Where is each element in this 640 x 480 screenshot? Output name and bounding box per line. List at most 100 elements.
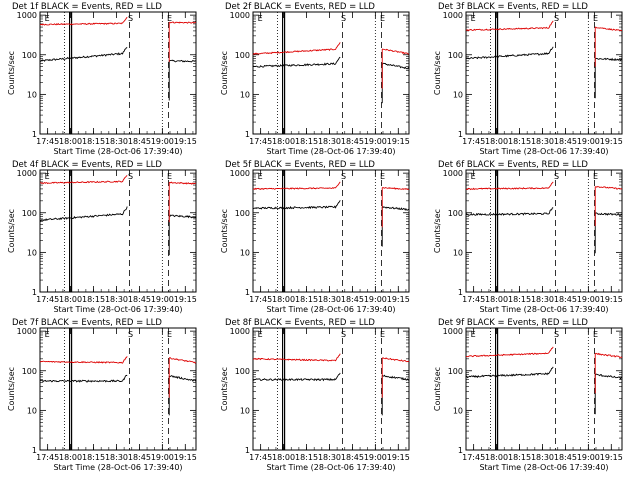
- x-tick-label: 19:15: [387, 295, 410, 304]
- lld-curve-before: [39, 175, 128, 185]
- event-marker: E: [45, 172, 50, 181]
- lld-curve-after: [381, 186, 410, 190]
- events-curve-after: [381, 62, 410, 70]
- x-tick-label: 18:30: [105, 137, 128, 146]
- events-curve-after: [594, 373, 623, 380]
- y-axis-label: Counts/sec: [220, 51, 229, 95]
- event-marker: E: [45, 14, 50, 23]
- x-axis-label: Start Time (28-Oct-06 17:39:40): [479, 463, 608, 472]
- y-tick-label: 10: [27, 90, 37, 99]
- x-tick-label: 19:00: [151, 137, 174, 146]
- x-tick-label: 18:00: [272, 453, 295, 462]
- y-axis-label: Counts/sec: [7, 209, 16, 253]
- y-tick-label: 100: [22, 51, 37, 60]
- plot-frame: [465, 327, 623, 451]
- x-tick-label: 18:15: [295, 137, 318, 146]
- y-tick-label: 100: [235, 51, 250, 60]
- lld-curve-before: [39, 16, 128, 26]
- events-curve-after: [168, 59, 197, 63]
- x-tick-label: 18:30: [531, 137, 554, 146]
- lld-curve-after: [169, 181, 197, 185]
- x-tick-label: 18:15: [508, 453, 531, 462]
- x-tick-label: 19:00: [151, 453, 174, 462]
- y-tick-label: 1: [32, 446, 37, 455]
- events-curve-after: [381, 374, 409, 381]
- lld-curve-before: [252, 353, 341, 362]
- event-marker: S: [554, 14, 559, 23]
- x-tick-label: 18:30: [105, 453, 128, 462]
- y-tick-label: 10: [240, 90, 250, 99]
- y-axis-label: Counts/sec: [433, 51, 442, 95]
- lld-curve-after: [381, 357, 410, 363]
- y-tick-label: 100: [448, 367, 463, 376]
- x-axis-label: Start Time (28-Oct-06 17:39:40): [53, 463, 182, 472]
- plot-frame: [39, 169, 197, 293]
- lld-curve-after: [594, 26, 623, 32]
- x-tick-label: 17:45: [36, 295, 59, 304]
- events-curve-after: [594, 57, 623, 62]
- lld-curve-before: [39, 356, 128, 364]
- y-tick-label: 10: [27, 248, 37, 257]
- y-tick-label: 1000: [17, 169, 37, 178]
- panel-title: Det 3f BLACK = Events, RED = LLD: [438, 2, 588, 12]
- event-marker: E: [258, 172, 263, 181]
- event-marker: E: [593, 14, 598, 23]
- event-marker: S: [341, 330, 346, 339]
- x-tick-label: 18:30: [318, 137, 341, 146]
- x-tick-label: 18:45: [341, 295, 364, 304]
- lld-curve-before: [465, 346, 554, 358]
- lld-curve-before: [465, 20, 554, 32]
- panel-title: Det 5f BLACK = Events, RED = LLD: [225, 160, 375, 170]
- event-marker: E: [167, 330, 172, 339]
- panel-det-7f: Det 7f BLACK = Events, RED = LLD 1 10 100 10…: [7, 318, 197, 472]
- panel-det-6f: Det 6f BLACK = Events, RED = LLD 1 10 100 10…: [433, 160, 623, 314]
- panel-det-8f: Det 8f BLACK = Events, RED = LLD 1 10 100 10…: [220, 318, 410, 472]
- x-tick-label: 18:15: [295, 453, 318, 462]
- event-marker: E: [45, 330, 50, 339]
- y-tick-label: 10: [27, 406, 37, 415]
- x-tick-label: 17:45: [36, 137, 59, 146]
- y-tick-label: 1000: [17, 11, 37, 20]
- lld-curve-before: [252, 42, 341, 55]
- lld-curve-after: [169, 21, 197, 24]
- x-axis-label: Start Time (28-Oct-06 17:39:40): [53, 147, 182, 156]
- x-tick-label: 17:45: [462, 295, 485, 304]
- event-marker: E: [258, 330, 263, 339]
- y-tick-label: 10: [453, 90, 463, 99]
- y-tick-label: 1000: [443, 327, 463, 336]
- y-tick-label: 1: [458, 130, 463, 139]
- x-tick-label: 18:15: [82, 453, 105, 462]
- events-curve-after: [381, 206, 410, 211]
- event-marker: S: [341, 14, 346, 23]
- panel-det-3f: Det 3f BLACK = Events, RED = LLD 1 10 100 10…: [433, 2, 623, 156]
- x-tick-label: 18:15: [295, 295, 318, 304]
- x-tick-label: 18:00: [485, 137, 508, 146]
- event-marker: S: [554, 172, 559, 181]
- x-tick-label: 19:00: [364, 295, 387, 304]
- y-tick-label: 1000: [17, 327, 37, 336]
- x-tick-label: 18:30: [318, 453, 341, 462]
- y-tick-label: 1000: [230, 327, 250, 336]
- x-tick-label: 18:30: [531, 453, 554, 462]
- x-tick-label: 18:00: [59, 137, 82, 146]
- y-tick-label: 10: [453, 248, 463, 257]
- panel-title: Det 7f BLACK = Events, RED = LLD: [12, 318, 162, 328]
- event-marker: E: [258, 14, 263, 23]
- lld-curve-after: [594, 186, 623, 190]
- x-tick-label: 18:00: [59, 295, 82, 304]
- x-axis-label: Start Time (28-Oct-06 17:39:40): [266, 147, 395, 156]
- x-tick-label: 19:15: [600, 295, 623, 304]
- panel-title: Det 1f BLACK = Events, RED = LLD: [12, 2, 162, 12]
- x-axis-label: Start Time (28-Oct-06 17:39:40): [266, 305, 395, 314]
- x-tick-label: 19:00: [577, 295, 600, 304]
- plot-frame: [39, 11, 197, 135]
- x-tick-label: 18:30: [318, 295, 341, 304]
- y-axis-label: Counts/sec: [220, 209, 229, 253]
- x-tick-label: 18:45: [341, 137, 364, 146]
- lld-curve-after: [594, 352, 623, 359]
- y-tick-label: 1: [245, 288, 250, 297]
- y-tick-label: 100: [448, 209, 463, 218]
- x-tick-label: 19:00: [364, 453, 387, 462]
- events-curve-before: [252, 56, 341, 68]
